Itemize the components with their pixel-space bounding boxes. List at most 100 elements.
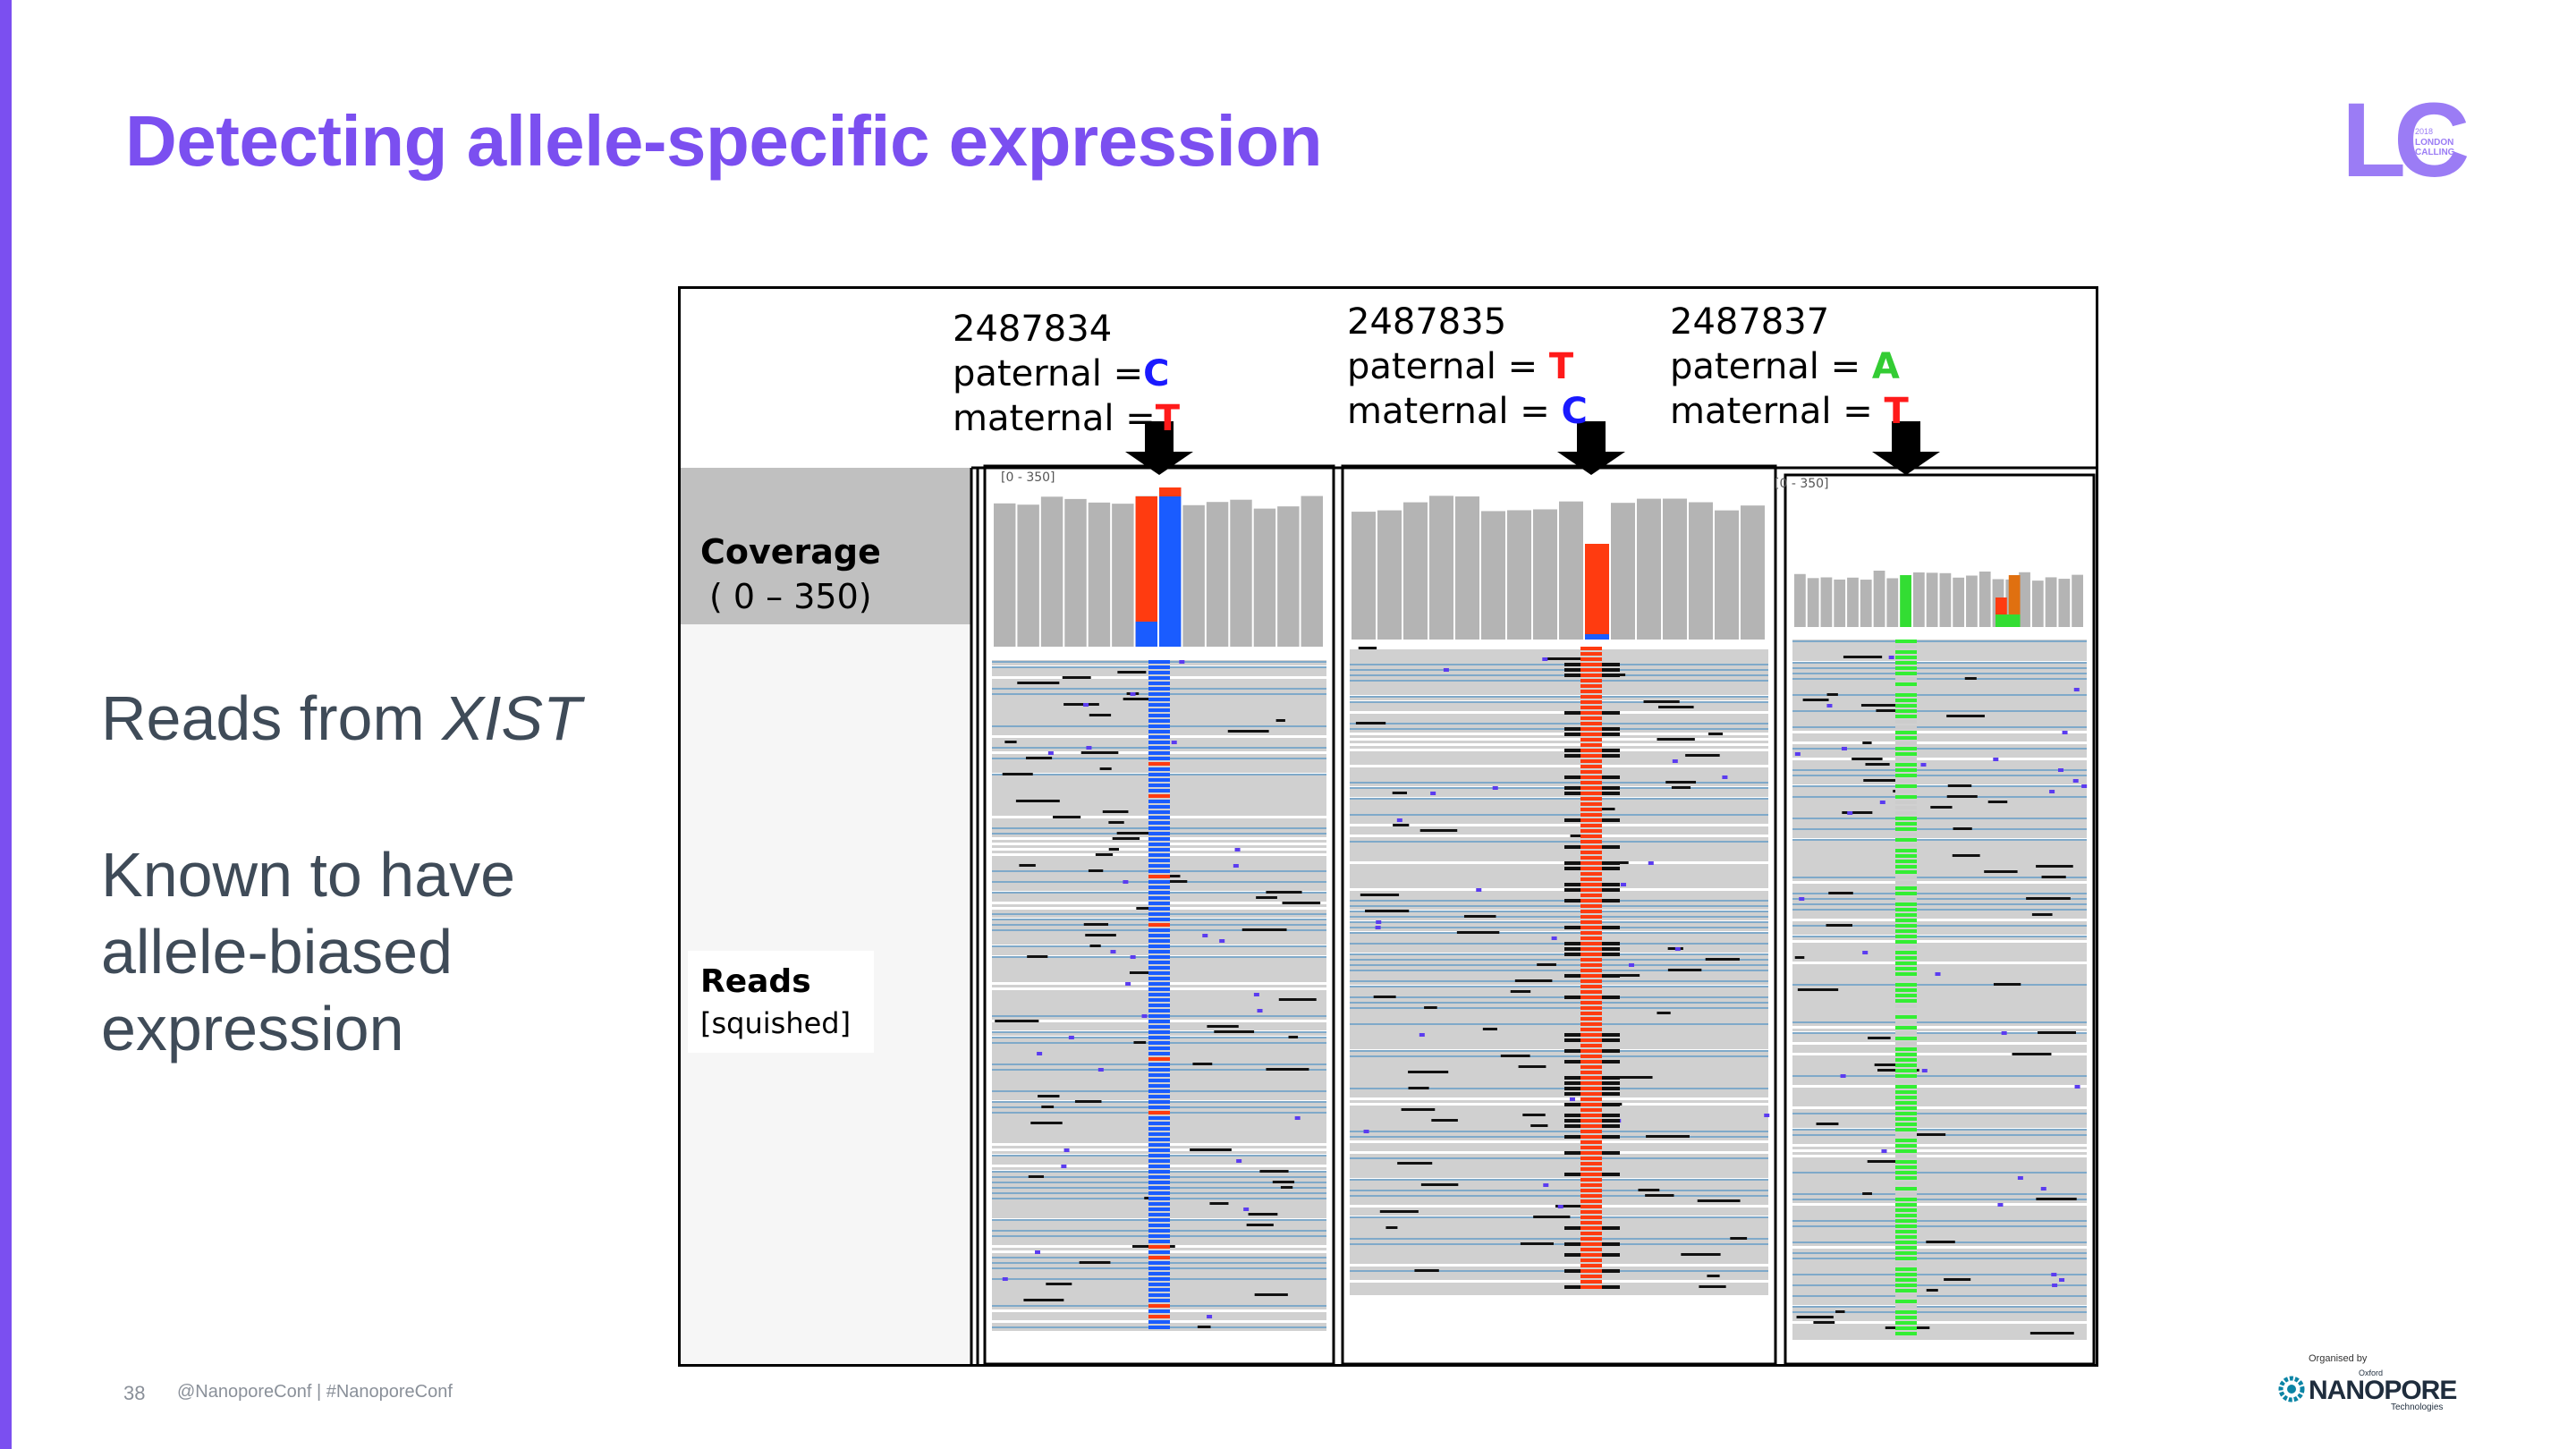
read-variant-base	[1895, 849, 1917, 852]
read-variant-base	[1895, 758, 1917, 761]
read-insertion	[1492, 786, 1498, 790]
read-insertion	[1841, 747, 1847, 750]
coverage-bar	[1403, 502, 1428, 640]
maternal-base: C	[1561, 391, 1588, 432]
coverage-bar	[2058, 579, 2071, 627]
read-insertion	[1207, 1315, 1213, 1318]
read-variant-base	[1580, 1199, 1602, 1203]
read-variant-base	[1895, 929, 1917, 933]
read-deletion	[1797, 988, 1839, 991]
read-deletion	[1379, 1210, 1419, 1213]
read-deletion	[1912, 1133, 1946, 1136]
read-variant-base	[1895, 1053, 1917, 1056]
read-variant-base	[1580, 792, 1602, 795]
read-gap	[1350, 1151, 1768, 1154]
read-deletion	[1615, 974, 1640, 977]
read-variant-base	[1148, 886, 1170, 889]
read-variant-base	[1580, 1151, 1602, 1155]
body-line-1: Reads from XIST	[101, 680, 581, 757]
read-variant-base	[1580, 743, 1602, 747]
read-gap	[1792, 1026, 2087, 1029]
read-deletion	[2031, 913, 2053, 916]
read-deletion	[1456, 931, 1500, 934]
read-deletion	[1004, 741, 1017, 743]
read-insertion	[1881, 1149, 1887, 1153]
read-variant-base	[1580, 1242, 1602, 1246]
read-line	[1792, 1113, 2087, 1114]
read-variant-base	[1148, 832, 1170, 835]
read-insertion	[1542, 657, 1548, 661]
read-deletion	[1023, 1299, 1064, 1301]
read-deletion	[1570, 835, 1587, 837]
down-arrow-icon	[1872, 421, 1940, 475]
read-insertion	[1171, 741, 1177, 744]
read-gap	[1350, 711, 1768, 714]
read-deletion	[1015, 800, 1060, 802]
read-deletion	[1987, 801, 2008, 803]
read-line	[1792, 828, 2087, 830]
read-deletion	[1192, 1063, 1213, 1065]
coverage-bar-variant	[1900, 575, 1911, 627]
read-variant-base	[1580, 1264, 1602, 1267]
nanopore-wordmark: NANOPORE	[2309, 1376, 2457, 1405]
coverage-bar	[1807, 578, 1819, 627]
read-variant-base	[1148, 1004, 1170, 1007]
read-deletion	[1030, 1122, 1063, 1124]
read-deletion	[1256, 896, 1277, 899]
reads-label: Reads	[700, 963, 811, 1000]
read-variant-base	[1580, 1097, 1602, 1101]
coverage-bar-variant	[1159, 487, 1182, 647]
locus-position: 2487834	[953, 309, 1113, 350]
read-line	[1792, 1199, 2087, 1200]
read-deletion	[1794, 956, 1805, 959]
read-line	[1350, 905, 1768, 907]
read-variant-base	[1148, 1020, 1170, 1023]
read-insertion	[1253, 993, 1259, 996]
read-variant-base	[1580, 996, 1602, 999]
logo-line2: CALLING	[2415, 148, 2455, 157]
read-variant-base	[1148, 945, 1170, 948]
read-deletion	[1046, 1283, 1072, 1285]
read-deletion	[1089, 714, 1112, 716]
read-variant-base	[1148, 859, 1170, 862]
read-insertion	[1233, 864, 1239, 868]
locus-position: 2487835	[1347, 301, 1507, 343]
read-insertion	[1419, 1033, 1425, 1037]
read-variant-base	[1148, 1009, 1170, 1013]
read-variant-base	[1148, 1234, 1170, 1238]
read-variant-base	[1580, 1258, 1602, 1262]
read-variant-base	[1895, 1037, 1917, 1040]
read-variant-base	[1148, 843, 1170, 846]
read-deletion	[1638, 1189, 1660, 1191]
read-deletion	[1930, 806, 1953, 809]
read-deletion	[1826, 693, 1838, 696]
read-deletion	[1657, 738, 1695, 741]
read-insertion	[2049, 790, 2055, 793]
read-variant-base	[1895, 747, 1917, 750]
read-variant-base	[1580, 706, 1602, 709]
maternal-label: maternal =	[1670, 391, 1885, 432]
read-deletion	[1852, 758, 1883, 760]
read-deletion	[2026, 897, 2071, 900]
read-variant-base	[1895, 940, 1917, 944]
read-variant-base	[1148, 1041, 1170, 1045]
read-variant-base	[1148, 928, 1170, 932]
track-range-label-3: [0 - 350]	[1775, 477, 1829, 491]
read-variant-base	[1148, 800, 1170, 803]
read-insertion	[1997, 1203, 2004, 1207]
read-line	[1350, 1270, 1768, 1272]
coverage-bar	[1715, 510, 1739, 640]
read-deletion	[1463, 915, 1496, 918]
coverage-bar	[1064, 498, 1087, 647]
read-variant-base	[1148, 1175, 1170, 1179]
read-variant-base	[1895, 1090, 1917, 1094]
read-gap	[1792, 758, 2087, 760]
read-deletion	[1946, 795, 1978, 798]
read-line	[1792, 1225, 2087, 1227]
read-deletion	[1278, 998, 1317, 1001]
read-gap	[1350, 1140, 1768, 1143]
read-variant-base	[1148, 1036, 1170, 1039]
coverage-range-label: ( 0 – 350)	[709, 577, 872, 616]
read-gap	[1350, 1264, 1768, 1267]
read-deletion	[2012, 1053, 2052, 1055]
